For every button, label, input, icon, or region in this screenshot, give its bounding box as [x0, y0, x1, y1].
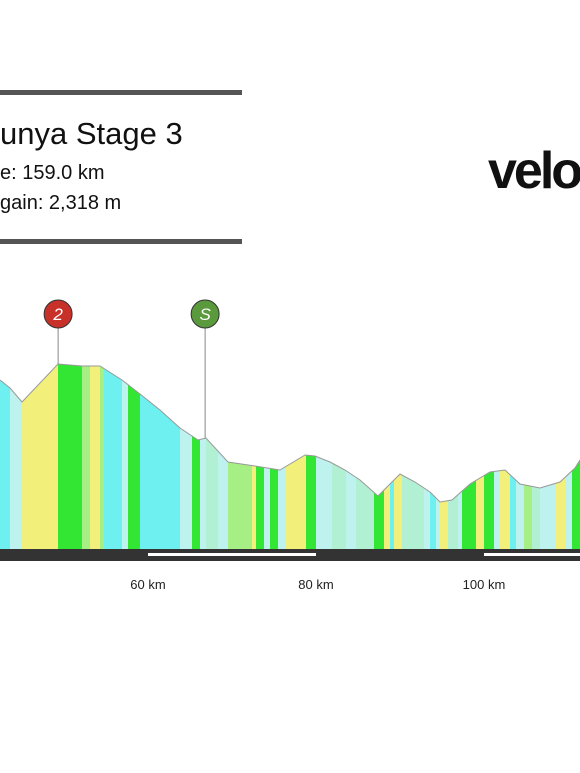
x-tick-label: 60 km — [130, 577, 165, 592]
stage-title: unya Stage 3 — [0, 116, 183, 151]
gradient-strip — [458, 364, 462, 550]
marker-label: S — [199, 305, 211, 324]
marker — [43, 299, 73, 329]
gradient-strip — [22, 364, 58, 550]
gradient-strip — [332, 364, 346, 550]
gradient-strip — [500, 364, 510, 550]
gradient-strip — [58, 364, 82, 550]
distance-band — [148, 553, 316, 556]
gradient-strip — [316, 364, 332, 550]
gradient-strip — [540, 364, 556, 550]
gradient-strip — [192, 364, 200, 550]
gradient-strip — [228, 364, 252, 550]
gradient-strip — [104, 364, 122, 550]
gradient-strip — [394, 364, 402, 550]
gradient-strip — [180, 364, 192, 550]
profile-area — [0, 364, 580, 550]
gradient-strip — [532, 364, 540, 550]
gradient-strip — [476, 364, 484, 550]
gradient-strip — [256, 364, 264, 550]
x-tick-label: 100 km — [463, 577, 506, 592]
gradient-strip — [440, 364, 448, 550]
gradient-strip — [510, 364, 516, 550]
gradient-strip — [374, 364, 384, 550]
stage-distance: e: 159.0 km — [0, 162, 105, 184]
gradient-strip — [140, 364, 180, 550]
gradient-strip — [264, 364, 270, 550]
gradient-strip — [402, 364, 424, 550]
marker-label: 2 — [52, 305, 63, 324]
gradient-strip — [346, 364, 356, 550]
marker — [190, 299, 220, 329]
gradient-strip — [100, 364, 104, 550]
gradient-strip — [200, 364, 206, 550]
gradient-strip — [484, 364, 494, 550]
gradient-strip — [10, 364, 22, 550]
gradient-strip — [566, 364, 572, 550]
gradient-strip — [524, 364, 532, 550]
gradient-strip — [516, 364, 524, 550]
gradient-strip — [122, 364, 128, 550]
gradient-strip — [448, 364, 458, 550]
gradient-strip — [384, 364, 390, 550]
gradient-strip — [218, 364, 228, 550]
gradient-strip — [436, 364, 440, 550]
logo: velo — [488, 142, 580, 200]
gradient-strip — [0, 364, 10, 550]
gradient-strip — [206, 364, 218, 550]
gradient-strip — [494, 364, 500, 550]
profile-outline — [0, 363, 580, 503]
gradient-strip — [278, 364, 286, 550]
x-tick-label: 80 km — [298, 577, 333, 592]
gradient-strip — [270, 364, 278, 550]
gradient-strip — [252, 364, 256, 550]
header-rule-bottom — [0, 239, 242, 244]
gradient-strip — [424, 364, 430, 550]
gradient-strip — [306, 364, 316, 550]
gradient-strip — [82, 364, 90, 550]
gradient-strip — [128, 364, 140, 550]
gradient-strip — [462, 364, 476, 550]
gradient-strip — [556, 364, 566, 550]
distance-band — [484, 553, 580, 556]
stage-gain: gain: 2,318 m — [0, 192, 121, 214]
gradient-strip — [390, 364, 394, 550]
header-rule-top — [0, 90, 242, 95]
gradient-strip — [572, 364, 580, 550]
gradient-strip — [286, 364, 306, 550]
gradient-strip — [90, 364, 100, 550]
chart: 60 km 80 km 100 km 2 S — [43, 299, 580, 592]
gradient-strip — [356, 364, 374, 550]
gradient-strip — [430, 364, 436, 550]
